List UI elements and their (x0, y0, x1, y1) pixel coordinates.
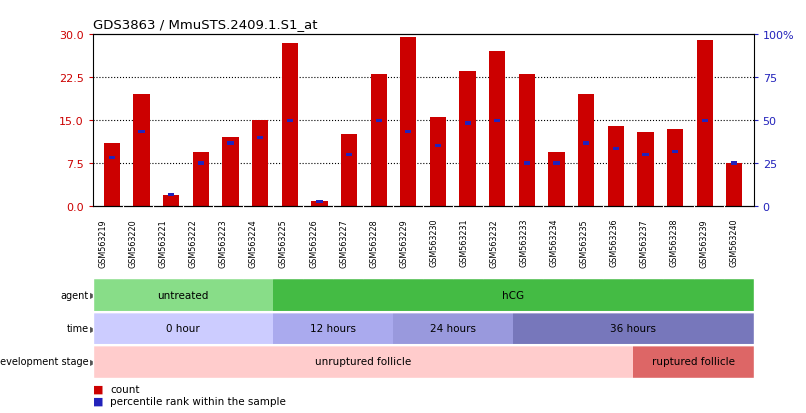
Text: GSM563228: GSM563228 (369, 218, 378, 267)
Text: agent: agent (60, 290, 89, 300)
Bar (401, 38, 417, 207)
Bar (519, 75, 535, 206)
Text: GSM563229: GSM563229 (399, 218, 408, 267)
Text: ▶: ▶ (90, 357, 97, 366)
Bar (731, 162, 737, 165)
Text: ▶: ▶ (90, 324, 97, 333)
Text: count: count (110, 384, 140, 394)
Text: GSM563235: GSM563235 (580, 218, 588, 267)
Text: GSM563237: GSM563237 (639, 218, 649, 267)
Bar (371, 75, 387, 206)
Bar (642, 154, 649, 157)
Bar (252, 121, 268, 206)
Text: ■: ■ (93, 396, 103, 406)
Text: GSM563219: GSM563219 (98, 218, 108, 267)
Bar (193, 152, 209, 206)
Text: percentile rank within the sample: percentile rank within the sample (110, 396, 286, 406)
Bar (139, 131, 145, 134)
Bar (134, 95, 150, 206)
Bar (548, 152, 565, 206)
Bar (494, 119, 501, 122)
Bar (405, 131, 411, 134)
Text: 0 hour: 0 hour (166, 323, 200, 333)
Bar (311, 202, 327, 206)
Bar (227, 142, 234, 145)
Text: GSM563233: GSM563233 (519, 218, 528, 267)
Bar (459, 72, 476, 206)
Text: GSM563221: GSM563221 (159, 218, 168, 267)
Text: GSM563231: GSM563231 (459, 218, 468, 267)
Text: unruptured follicle: unruptured follicle (315, 356, 411, 366)
Text: ■: ■ (93, 384, 103, 394)
Text: GSM563223: GSM563223 (219, 218, 228, 267)
Text: GSM563232: GSM563232 (489, 218, 498, 267)
Text: ▶: ▶ (90, 291, 97, 300)
Bar (608, 126, 624, 206)
Bar (376, 119, 382, 122)
Bar (554, 162, 559, 165)
Bar (464, 122, 471, 125)
Bar (524, 162, 530, 165)
Text: GSM563240: GSM563240 (729, 218, 738, 267)
Bar (672, 151, 678, 154)
Bar (281, 44, 298, 206)
Bar (197, 162, 204, 165)
Text: GSM563236: GSM563236 (609, 218, 618, 267)
Bar (316, 200, 322, 204)
Bar (638, 132, 654, 206)
Bar (578, 95, 594, 206)
Text: 12 hours: 12 hours (310, 323, 356, 333)
Bar (104, 144, 120, 206)
Text: hCG: hCG (502, 290, 525, 300)
Text: GDS3863 / MmuSTS.2409.1.S1_at: GDS3863 / MmuSTS.2409.1.S1_at (93, 18, 318, 31)
Text: 24 hours: 24 hours (430, 323, 476, 333)
Bar (168, 194, 174, 197)
Text: untreated: untreated (157, 290, 209, 300)
Text: GSM563225: GSM563225 (279, 218, 288, 267)
Bar (287, 119, 293, 122)
Text: GSM563239: GSM563239 (700, 218, 708, 267)
Text: 36 hours: 36 hours (610, 323, 656, 333)
Text: GSM563222: GSM563222 (189, 218, 197, 267)
Text: ruptured follicle: ruptured follicle (652, 356, 735, 366)
Bar (163, 195, 180, 206)
Bar (341, 135, 357, 206)
Bar (257, 136, 264, 140)
Bar (222, 138, 239, 206)
Bar (109, 157, 115, 159)
Bar (435, 145, 441, 148)
Text: development stage: development stage (0, 356, 89, 366)
Bar (701, 119, 708, 122)
Bar (696, 41, 713, 206)
Bar (583, 142, 589, 145)
Text: time: time (67, 323, 89, 333)
Text: GSM563227: GSM563227 (339, 218, 348, 267)
Bar (489, 52, 505, 206)
Text: GSM563224: GSM563224 (249, 218, 258, 267)
Text: GSM563238: GSM563238 (670, 218, 679, 267)
Bar (346, 154, 352, 157)
Bar (613, 148, 619, 151)
Text: GSM563234: GSM563234 (550, 218, 559, 267)
Bar (430, 118, 446, 206)
Text: GSM563226: GSM563226 (309, 218, 318, 267)
Text: GSM563230: GSM563230 (429, 218, 438, 267)
Bar (726, 164, 742, 206)
Bar (667, 129, 683, 206)
Text: GSM563220: GSM563220 (129, 218, 138, 267)
